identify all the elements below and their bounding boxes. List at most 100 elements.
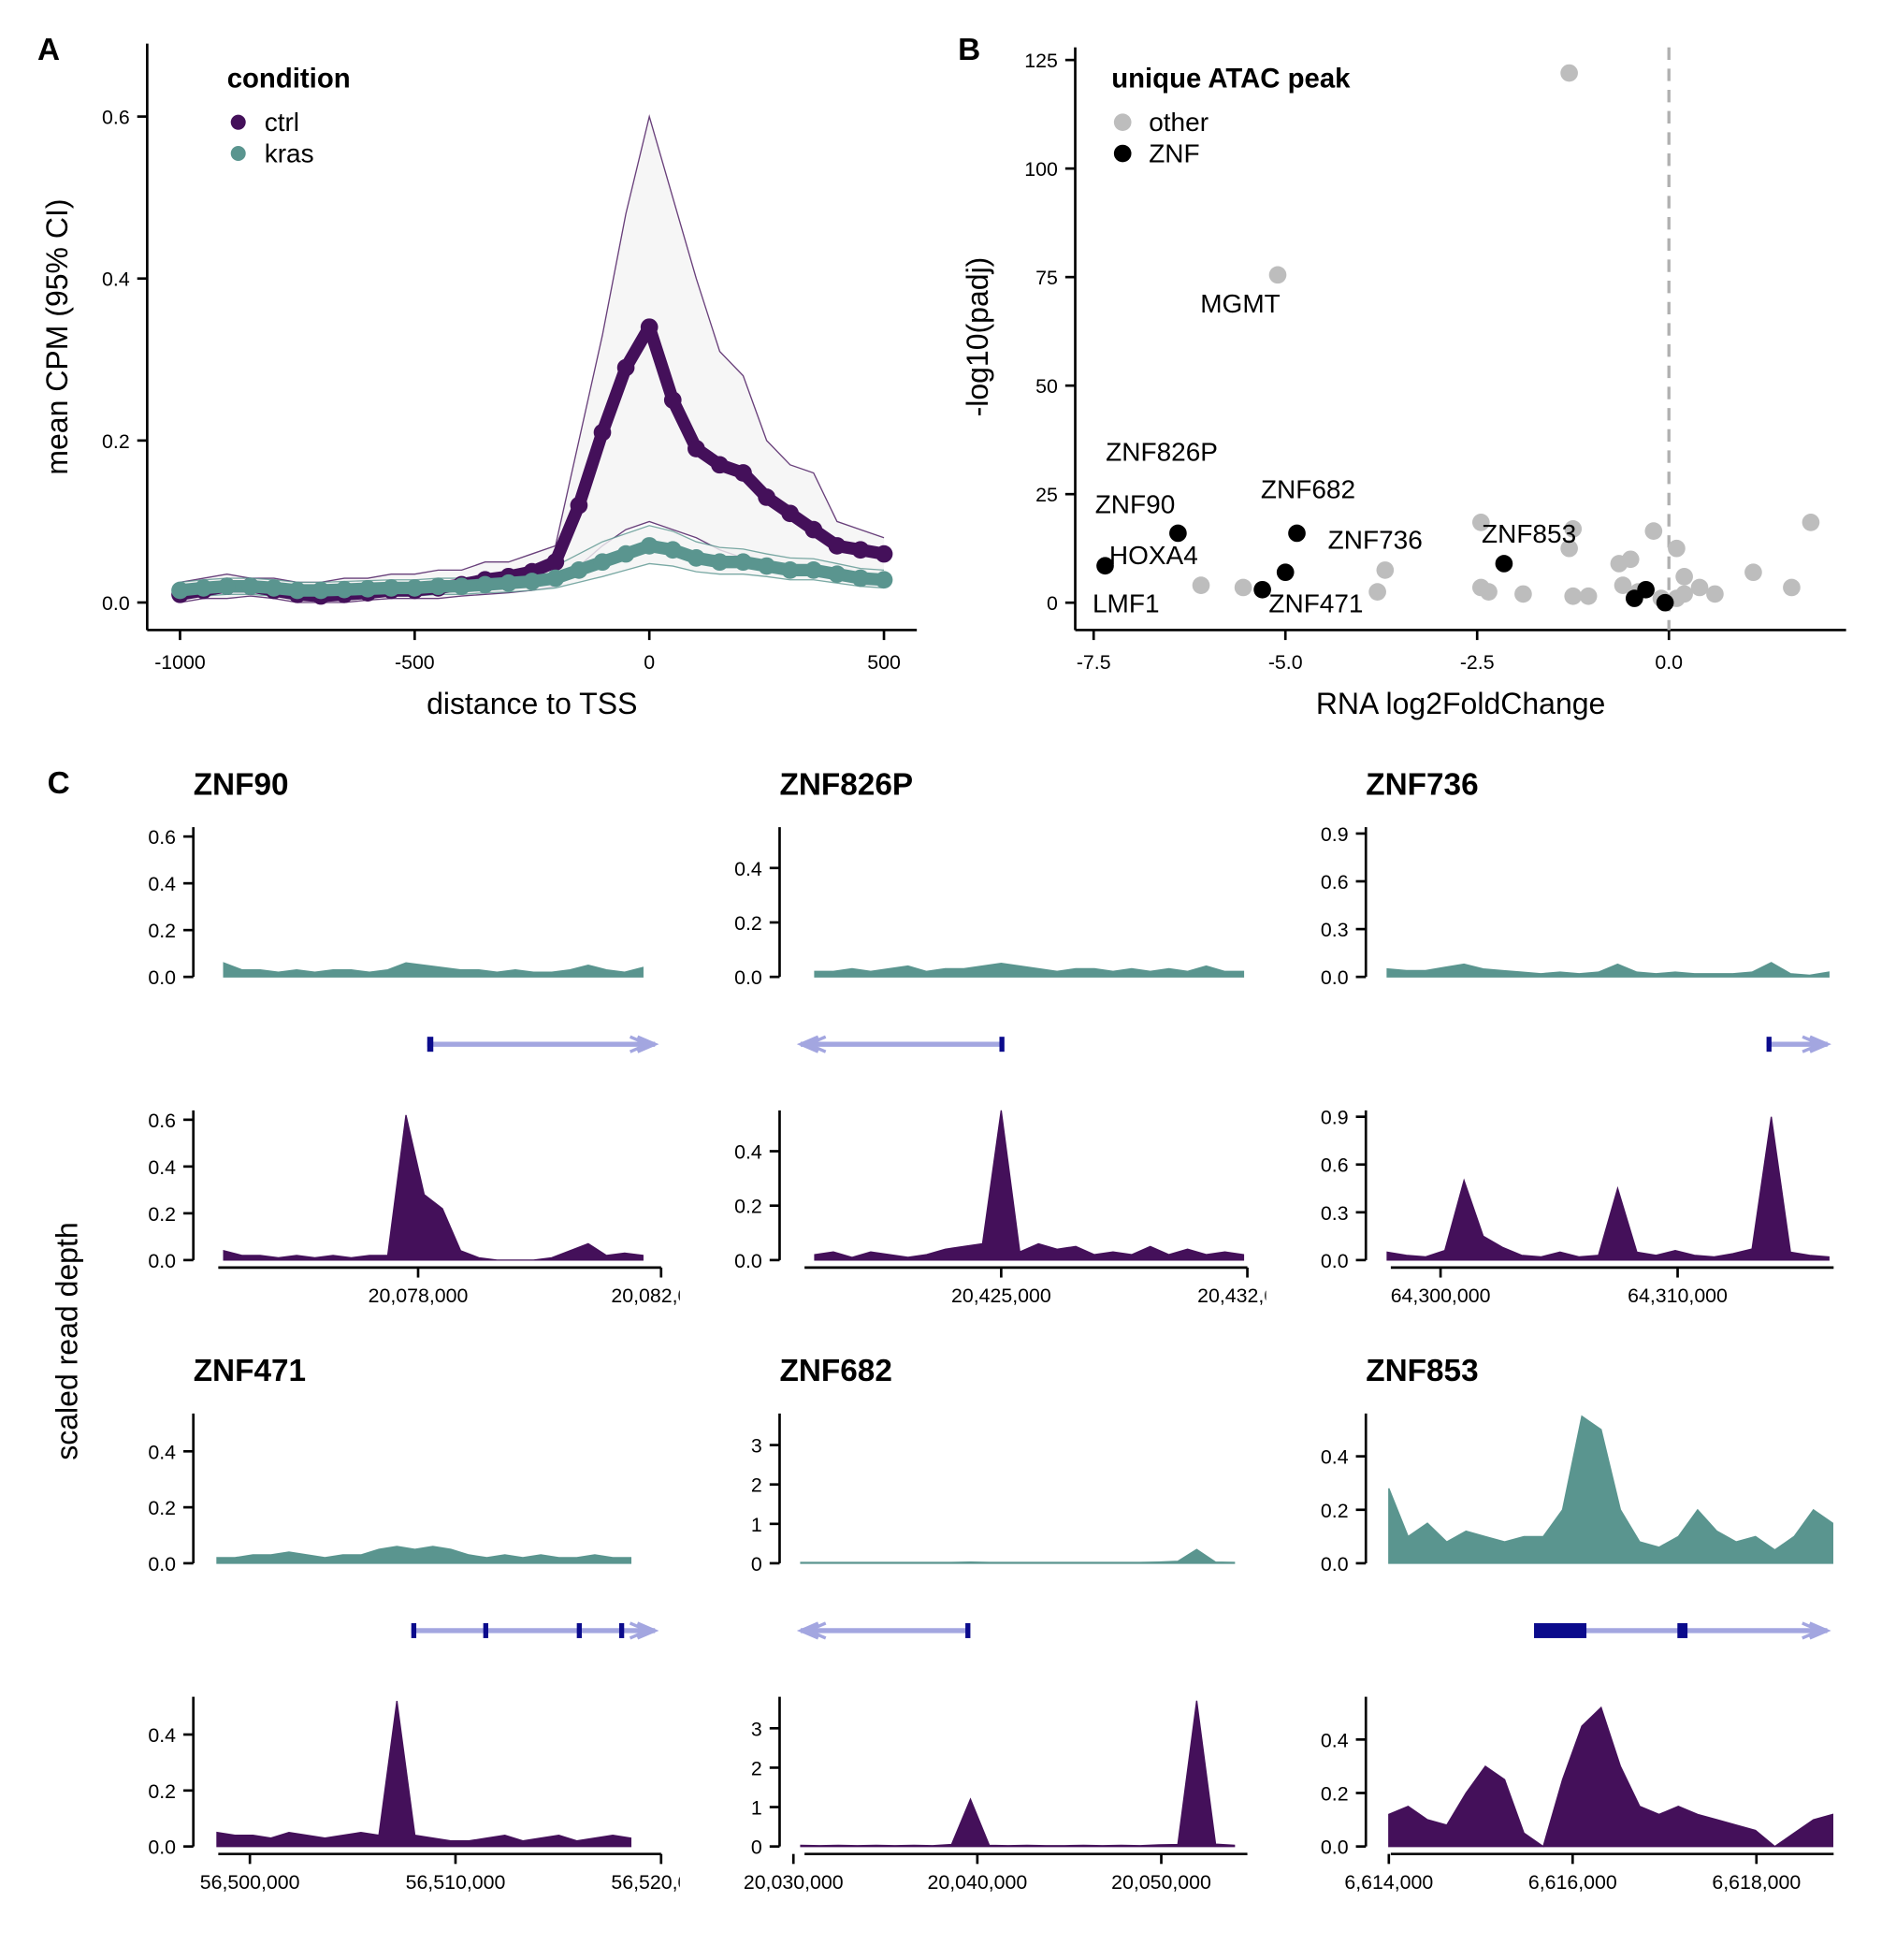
mean-point: [570, 496, 588, 515]
panel-title: ZNF736: [1366, 767, 1478, 802]
coverage-area: [814, 1110, 1245, 1261]
mean-point: [804, 561, 823, 579]
y-tick-label: 0.2: [734, 912, 762, 935]
x-axis-title: chr19: [386, 1906, 461, 1939]
point: [1614, 576, 1632, 594]
point-label: ZNF736: [1328, 525, 1423, 554]
y-tick-label: 25: [1035, 484, 1058, 506]
y-tick-label: 0.4: [734, 1141, 762, 1164]
panel-label: C: [48, 766, 70, 801]
point: [1675, 568, 1693, 586]
mean-point: [593, 423, 612, 442]
y-tick-label: 0.4: [1321, 1729, 1349, 1751]
legend-swatch: [1113, 113, 1132, 132]
x-axis-title: chr19: [972, 1319, 1047, 1353]
point: [1268, 266, 1287, 284]
y-tick-label: 0.2: [102, 430, 130, 453]
point: [1675, 585, 1693, 603]
mean-point: [687, 440, 705, 457]
point: [1637, 580, 1655, 599]
point: [1564, 519, 1583, 538]
point-label: ZNF90: [1095, 490, 1176, 519]
point: [1668, 539, 1686, 558]
y-tick-label: 0.0: [148, 1553, 176, 1575]
x-tick-label: 64,300,000: [1391, 1285, 1491, 1307]
legend-swatch: [230, 114, 246, 130]
legend-label: ctrl: [265, 108, 299, 137]
panel-title: ZNF471: [194, 1354, 306, 1388]
track-panel: ZNF90 0.0 0.2 0.4 0.6 0.0 0.2 0.4 0.6 20,078,000 2…: [148, 767, 679, 1322]
legend-label: other: [1149, 108, 1209, 137]
y-tick-label: 0.6: [1321, 871, 1349, 893]
y-tick-label: 2: [751, 1474, 762, 1497]
x-tick-label: -7.5: [1077, 651, 1111, 674]
panel-label: A: [37, 33, 60, 67]
point: [1579, 587, 1598, 605]
point-label: LMF1: [1093, 589, 1160, 618]
y-tick-label: 0.0: [148, 1250, 176, 1272]
coverage-area: [1386, 1116, 1830, 1261]
y-axis-title: scaled read depth: [51, 1222, 84, 1459]
strand-arrow: [629, 1035, 659, 1053]
y-tick-label: 0.2: [148, 920, 176, 942]
mean-point: [875, 544, 893, 563]
x-tick-label: 64,310,000: [1628, 1285, 1728, 1307]
exon: [576, 1622, 582, 1638]
mean-point: [171, 581, 189, 600]
exon: [1534, 1622, 1587, 1638]
y-tick-label: 75: [1035, 267, 1058, 289]
y-tick-label: 0.0: [1321, 1837, 1349, 1859]
panel-title: ZNF90: [194, 767, 289, 802]
x-tick-label: 0: [644, 651, 655, 674]
y-tick-label: 0.0: [1321, 966, 1349, 989]
point: [1706, 585, 1724, 603]
y-tick-label: 0.9: [1321, 1107, 1349, 1129]
mean-point: [758, 488, 775, 506]
mean-point: [851, 569, 870, 588]
mean-point: [570, 561, 588, 579]
point: [1253, 580, 1271, 599]
mean-point: [499, 573, 518, 592]
x-tick-label: 6,614,000: [1344, 1871, 1433, 1894]
y-tick-label: 0.4: [148, 873, 176, 895]
x-axis-title: distance to TSS: [427, 687, 637, 720]
panel-title: ZNF853: [1366, 1354, 1478, 1388]
x-axis-title: chr7: [1567, 1319, 1625, 1353]
legend-label: ZNF: [1149, 138, 1199, 167]
coverage-area: [1388, 1415, 1833, 1564]
x-tick-label: 56,520,000: [611, 1871, 711, 1894]
point: [1376, 561, 1395, 579]
ci-band: [180, 116, 885, 603]
y-tick-label: 0.2: [734, 1196, 762, 1218]
y-tick-label: 0: [1047, 592, 1058, 615]
y-tick-label: 0.0: [1321, 1553, 1349, 1575]
y-tick-label: 0.3: [1321, 919, 1349, 941]
y-tick-label: 0.0: [148, 1837, 176, 1859]
mean-point: [382, 579, 400, 597]
point: [1621, 550, 1640, 569]
y-tick-label: 0.2: [148, 1780, 176, 1803]
point: [1495, 555, 1513, 573]
y-tick-label: 0.4: [102, 269, 130, 291]
exon: [1766, 1037, 1772, 1053]
point: [1560, 64, 1578, 82]
point: [1288, 524, 1306, 543]
y-tick-label: 0: [751, 1837, 762, 1859]
mean-point: [358, 579, 377, 598]
exon: [427, 1037, 434, 1053]
panel-title: ZNF826P: [779, 767, 913, 802]
point: [1564, 587, 1583, 605]
point: [1480, 583, 1498, 601]
mean-point: [593, 553, 612, 572]
coverage-area: [1386, 962, 1830, 978]
coverage-area: [800, 1548, 1236, 1564]
point: [1656, 593, 1674, 612]
strand-arrow: [1802, 1035, 1831, 1053]
mean-point: [288, 581, 307, 600]
y-tick-label: 0.6: [1321, 1154, 1349, 1177]
point: [1690, 578, 1709, 597]
mean-point: [311, 581, 330, 600]
strand-arrow: [629, 1621, 659, 1640]
coverage-area: [1388, 1706, 1833, 1848]
